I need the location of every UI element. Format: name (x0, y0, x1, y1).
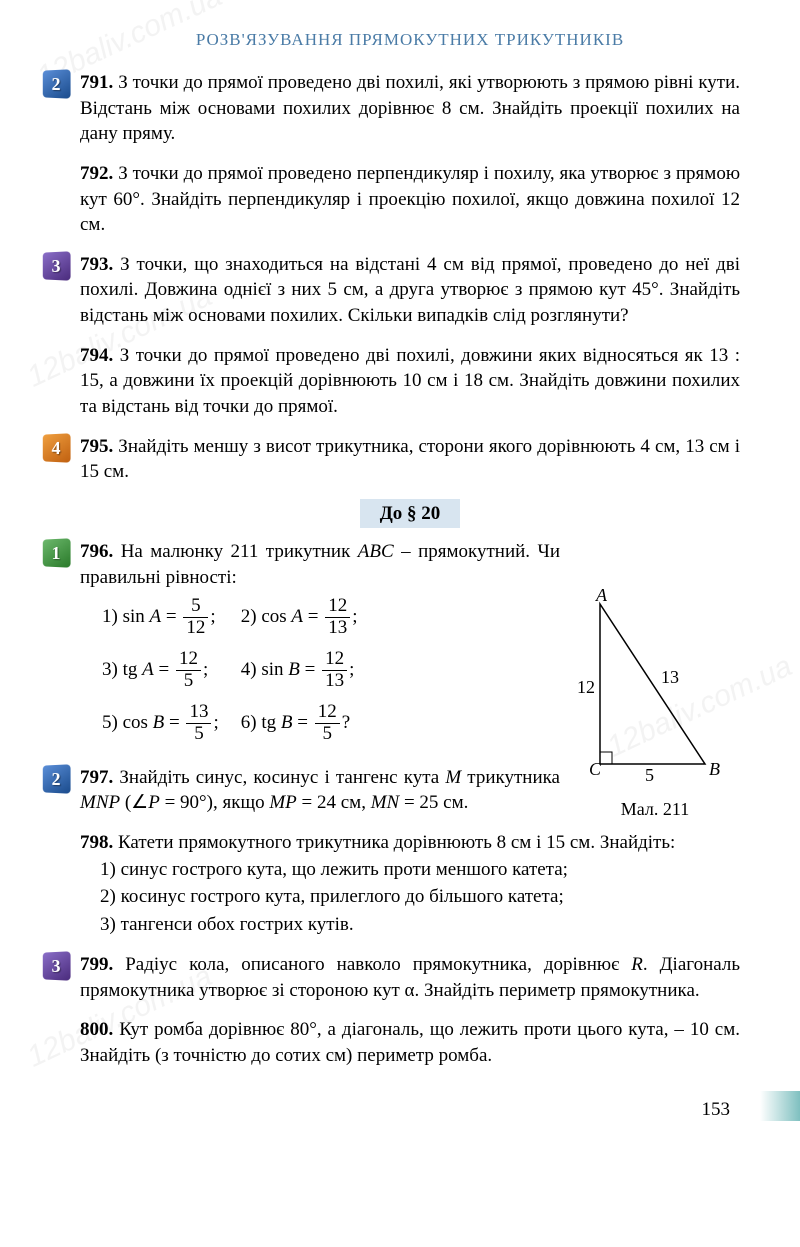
problem-794: 794. З точки до прямої проведено дві пох… (80, 343, 740, 420)
problem-800: 800. Кут ромба дорівнює 80°, а діагональ… (80, 1017, 740, 1068)
eq-1: 1) sin A = 512; (102, 592, 239, 643)
problem-intro: Катети прямокутного трикутника дорівнюют… (118, 832, 675, 853)
vertex-c: C (589, 759, 602, 779)
side-12: 12 (577, 677, 595, 697)
sub-item-2: 2) косинус гострого кута, прилеглого до … (100, 883, 740, 911)
sub-item-1: 1) синус гострого кута, що лежить проти … (100, 856, 740, 884)
problem-text: З точки до прямої проведено дві похилі, … (80, 72, 740, 144)
eq-2: 2) cos A = 1213; (241, 592, 378, 643)
difficulty-cube-1: 1 (43, 538, 71, 567)
eq-4: 4) sin B = 1213; (241, 645, 378, 696)
problem-798: 798. Катети прямокутного трикутника дорі… (80, 830, 740, 938)
equations-table: 1) sin A = 512; 2) cos A = 1213; 3) tg A… (100, 590, 380, 750)
problem-text: З точки до прямої проведено дві похилі, … (80, 345, 740, 417)
page-number: 153 (80, 1099, 740, 1121)
difficulty-cube-2: 2 (43, 764, 71, 793)
problem-number: 796. (80, 541, 113, 562)
corner-accent (760, 1091, 800, 1121)
problem-text: З точки, що знаходиться на відстані 4 см… (80, 254, 740, 326)
problem-number: 793. (80, 254, 113, 275)
problem-796: 1 796. На малюнку 211 трикутник ABC – пр… (80, 539, 560, 751)
problem-792: 792. З точки до прямої проведено перпенд… (80, 161, 740, 238)
problem-799: 3 799. Радіус кола, описаного навколо пр… (80, 952, 740, 1003)
problem-number: 797. (80, 767, 113, 788)
vertex-a: A (595, 589, 608, 605)
problem-number: 791. (80, 72, 113, 93)
vertex-b: B (709, 759, 720, 779)
section-heading: До § 20 (80, 503, 740, 525)
page-header: РОЗВ'ЯЗУВАННЯ ПРЯМОКУТНИХ ТРИКУТНИКІВ (80, 30, 740, 50)
problem-text: Кут ромба дорівнює 80°, а діагональ, що … (80, 1019, 740, 1066)
problem-797: 2 797. Знайдіть синус, косинус і тангенс… (80, 765, 560, 816)
difficulty-cube-3: 3 (43, 251, 71, 280)
problem-number: 795. (80, 436, 113, 457)
problem-number: 798. (80, 832, 113, 853)
problem-text: З точки до прямої проведено перпендикуля… (80, 163, 740, 235)
problem-number: 799. (80, 954, 113, 975)
side-13: 13 (661, 667, 679, 687)
problem-intro: На малюнку 211 трикутник ABC – прямокутн… (80, 541, 560, 588)
eq-6: 6) tg B = 125? (241, 698, 378, 749)
sub-item-3: 3) тангенси обох гострих кутів. (100, 911, 740, 939)
eq-3: 3) tg A = 125; (102, 645, 239, 696)
difficulty-cube-4: 4 (43, 433, 71, 462)
problem-795: 4 795. Знайдіть меншу з висот трикутника… (80, 434, 740, 485)
problem-number: 794. (80, 345, 113, 366)
eq-5: 5) cos B = 135; (102, 698, 239, 749)
problem-793: 3 793. З точки, що знаходиться на відста… (80, 252, 740, 329)
problem-text: Знайдіть меншу з висот трикутника, сторо… (80, 436, 740, 483)
problem-text: Радіус кола, описаного навколо прямокутн… (80, 954, 740, 1001)
problem-number: 800. (80, 1019, 113, 1040)
figure-211: A B C 12 13 5 Мал. 211 (570, 589, 740, 820)
figure-caption: Мал. 211 (570, 799, 740, 820)
problem-text: Знайдіть синус, косинус і тангенс кута M… (80, 767, 560, 814)
difficulty-cube-3: 3 (43, 951, 71, 980)
difficulty-cube-2: 2 (43, 69, 71, 98)
problem-791: 2 791. З точки до прямої проведено дві п… (80, 70, 740, 147)
problem-number: 792. (80, 163, 113, 184)
side-5: 5 (645, 765, 654, 785)
